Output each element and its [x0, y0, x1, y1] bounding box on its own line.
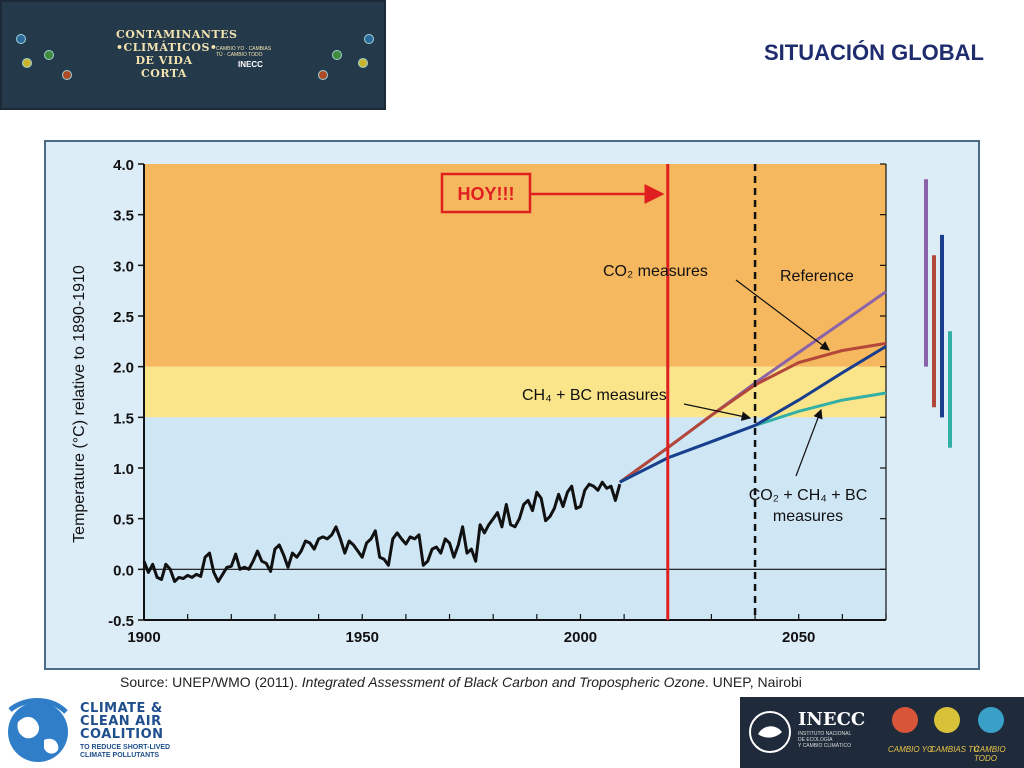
source-citation: Source: UNEP/WMO (2011). Integrated Asse…: [120, 674, 970, 690]
source-suffix: . UNEP, Nairobi: [704, 674, 802, 690]
ball-icon: [22, 58, 32, 68]
reference-label: Reference: [780, 268, 854, 285]
globe-icon: [8, 698, 68, 762]
observed-temperature-line: [142, 480, 622, 583]
hoy-label: HOY!!!: [458, 184, 515, 204]
x-tick-label: 1900: [127, 629, 160, 646]
combined-label-line1: CO₂ + CH₄ + BC: [749, 487, 868, 504]
ccac-logo: CLIMATE & CLEAN AIR COALITION TO REDUCE …: [0, 692, 200, 768]
slide-title: SITUACIÓN GLOBAL: [764, 40, 984, 65]
cambio-label: CAMBIO YO: [888, 745, 934, 754]
x-tick-label: 1950: [346, 629, 379, 646]
ccac-tagline-line: TO REDUCE SHORT-LIVED: [80, 744, 171, 751]
globe-icon: [934, 707, 960, 733]
ball-icon: [44, 50, 54, 60]
banner-title-line: DE VIDA CORTA: [135, 54, 193, 80]
inecc-subtitle: INSTITUTO NACIONAL DE ECOLOGÍA Y CAMBIO …: [798, 731, 868, 749]
globe-icon: [892, 707, 918, 733]
banner-logo: CONTAMINANTES •CLIMÁTICOS• DE VIDA CORTA: [116, 28, 238, 80]
inecc-subtitle-line: DE ECOLOGÍA: [798, 737, 833, 743]
y-tick-label: 0.0: [113, 562, 134, 579]
temperature-band: [144, 164, 886, 367]
ball-icon: [332, 50, 342, 60]
x-tick-label: 2050: [782, 629, 815, 646]
ball-icon: [364, 34, 374, 44]
y-axis-label: Temperature (°C) relative to 1890-1910: [71, 265, 88, 543]
cambio-label: CAMBIAS TÚ: [930, 745, 979, 754]
ccac-tagline-line: CLIMATE POLLUTANTS: [80, 752, 160, 759]
banner-title-line: •CLIMÁTICOS•: [116, 41, 218, 54]
banner-org: INECC: [238, 60, 263, 69]
source-title: Integrated Assessment of Black Carbon an…: [301, 674, 705, 690]
combined-label-line2: measures: [773, 508, 843, 525]
top-banner: CONTAMINANTES •CLIMÁTICOS• DE VIDA CORTA…: [0, 0, 386, 110]
globe-icon: [978, 707, 1004, 733]
ccac-tagline: TO REDUCE SHORT-LIVED CLIMATE POLLUTANTS: [80, 744, 170, 760]
ccac-name: CLIMATE & CLEAN AIR COALITION: [80, 702, 164, 741]
cambio-label: CAMBIO TODO: [974, 745, 1006, 763]
inecc-subtitle-line: Y CAMBIO CLIMÁTICO: [798, 743, 851, 749]
ccac-name-line: CLIMATE &: [80, 701, 163, 716]
ball-icon: [358, 58, 368, 68]
co2-arrow: [735, 279, 830, 351]
inecc-logo: INECC INSTITUTO NACIONAL DE ECOLOGÍA Y C…: [740, 697, 1024, 768]
source-prefix: Source: UNEP/WMO (2011).: [120, 674, 302, 690]
ccac-name-line: COALITION: [80, 727, 164, 742]
ch4-bc-label: CH₄ + BC measures: [522, 387, 667, 404]
y-tick-label: 0.5: [113, 512, 134, 529]
y-tick-label: 2.5: [113, 309, 134, 326]
banner-title-line: CONTAMINANTES: [116, 28, 238, 41]
y-tick-label: 3.0: [113, 258, 134, 275]
y-tick-label: 3.5: [113, 208, 134, 225]
ball-icon: [16, 34, 26, 44]
banner-subtitle: CAMBIO YO · CAMBIAS TÚ · CAMBIO TODO: [216, 46, 272, 58]
inecc-subtitle-line: INSTITUTO NACIONAL: [798, 731, 852, 737]
y-tick-label: 1.0: [113, 461, 134, 478]
temperature-chart: -0.5 0.0 0.5 1.0 1.5 2.0 2.5 3.0 3.5 4.0 1900 1950 2…: [71, 157, 952, 646]
ccac-name-line: CLEAN AIR: [80, 714, 162, 729]
x-tick-label: 2000: [564, 629, 597, 646]
temperature-band: [144, 366, 886, 418]
inecc-name: INECC: [798, 709, 866, 730]
y-tick-label: 1.5: [113, 410, 134, 427]
y-tick-label: 2.0: [113, 360, 134, 377]
co2-measures-label: CO₂ measures: [603, 263, 708, 280]
temperature-band: [144, 417, 886, 620]
ball-icon: [62, 70, 72, 80]
ch4-bc-arrow: [683, 403, 752, 421]
inecc-emblem-icon: [749, 711, 791, 753]
y-tick-label: -0.5: [108, 613, 134, 630]
ball-icon: [318, 70, 328, 80]
y-tick-label: 4.0: [113, 157, 134, 174]
combined-arrow: [795, 408, 823, 477]
